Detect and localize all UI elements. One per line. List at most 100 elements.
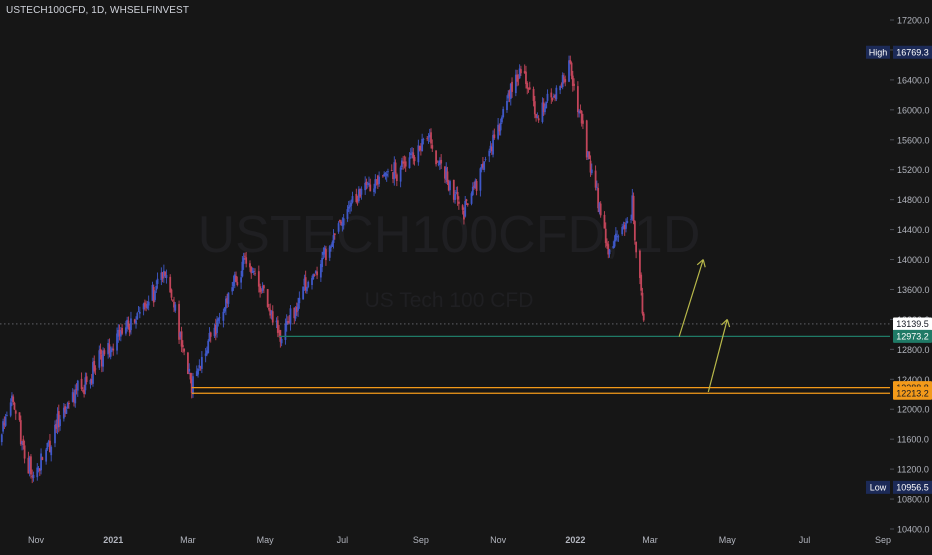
current-price-badge: 13139.5 xyxy=(893,317,932,331)
candle-body xyxy=(457,201,460,204)
candle xyxy=(179,331,182,340)
candle-body xyxy=(117,329,120,337)
candle xyxy=(94,365,97,375)
arrow-head xyxy=(696,259,704,266)
candle xyxy=(613,235,616,248)
candle xyxy=(92,357,94,387)
candle xyxy=(268,303,270,312)
candle xyxy=(395,172,398,187)
candle xyxy=(501,115,503,124)
price-axis[interactable]: 17200.016800.016400.016000.015600.015200… xyxy=(890,16,930,535)
candle xyxy=(571,70,574,92)
candle-body xyxy=(242,257,245,265)
candle xyxy=(252,267,255,276)
candle xyxy=(452,179,455,203)
candle xyxy=(118,324,121,341)
candle-body xyxy=(28,457,31,472)
candle xyxy=(49,434,51,453)
price-badges: High16769.3Low10956.513139.512973.212288… xyxy=(866,45,932,494)
candle-body xyxy=(630,218,632,220)
x-tick-label: 2022 xyxy=(565,535,585,545)
candle-body xyxy=(235,275,237,282)
candle xyxy=(164,271,167,278)
candle-body xyxy=(19,420,22,445)
support-badge-box xyxy=(893,329,932,343)
candle xyxy=(408,152,411,169)
candle-body xyxy=(187,352,189,374)
candle xyxy=(564,75,567,87)
candle xyxy=(81,387,84,393)
candle xyxy=(369,178,372,192)
x-tick-label: May xyxy=(257,535,275,545)
candle-body xyxy=(333,233,336,236)
candle xyxy=(541,97,544,124)
candle-body xyxy=(108,344,111,354)
candle-body xyxy=(112,348,115,351)
candle xyxy=(463,207,465,225)
candle xyxy=(173,296,175,313)
candle xyxy=(225,295,227,316)
candle-body xyxy=(606,242,608,246)
candle xyxy=(387,168,389,178)
candle-body xyxy=(197,368,199,375)
candle-body xyxy=(14,410,17,414)
arrow-head xyxy=(702,259,706,268)
candle xyxy=(430,128,432,149)
candle xyxy=(356,195,359,206)
candle-body xyxy=(271,311,274,323)
candle-body xyxy=(395,174,398,182)
candle xyxy=(181,340,184,353)
low-badge-value: 10956.5 xyxy=(896,483,929,493)
candle-body xyxy=(506,101,508,111)
candle xyxy=(559,85,562,95)
candle xyxy=(639,249,641,285)
candle xyxy=(62,403,65,422)
candle xyxy=(554,94,556,102)
candle-body xyxy=(124,327,127,334)
y-tick-label: 11200.0 xyxy=(897,465,929,475)
candle xyxy=(507,90,510,103)
candle xyxy=(183,348,186,356)
candle xyxy=(364,176,367,195)
candle xyxy=(560,82,563,88)
candle-body xyxy=(46,442,49,450)
watermark-sub: US Tech 100 CFD xyxy=(365,289,534,312)
candle xyxy=(518,64,521,79)
candle-body xyxy=(74,389,77,404)
candle-body xyxy=(164,271,167,276)
candle-body xyxy=(240,277,243,283)
x-tick-label: Mar xyxy=(180,535,196,545)
candle-body xyxy=(455,192,458,194)
candle xyxy=(532,86,535,107)
candle xyxy=(156,272,159,289)
candle-body xyxy=(216,320,218,333)
candle-body xyxy=(260,290,263,292)
candle xyxy=(197,368,199,378)
candle-body xyxy=(378,176,381,184)
time-axis[interactable]: Nov 2021 Mar May Jul Sep Nov 2022 Mar May Jul Sep xyxy=(28,535,891,545)
candle xyxy=(100,350,103,373)
candle xyxy=(331,240,334,247)
candle xyxy=(516,69,519,87)
candle xyxy=(117,324,120,343)
candle xyxy=(376,174,379,189)
candle xyxy=(189,372,192,384)
y-tick-label: 11600.0 xyxy=(897,435,929,445)
candle xyxy=(608,248,611,258)
candle xyxy=(606,238,608,249)
candle xyxy=(520,65,522,77)
candle-body xyxy=(311,278,313,285)
candle-body xyxy=(174,304,177,311)
candle-body xyxy=(461,205,464,210)
candle xyxy=(80,372,83,391)
candle-body xyxy=(576,86,579,113)
candle-body xyxy=(249,263,251,268)
candle-body xyxy=(276,320,279,333)
candle-body xyxy=(498,125,501,132)
candle xyxy=(13,401,16,411)
candle-body xyxy=(563,77,565,79)
x-tick-label: Jul xyxy=(799,535,811,545)
candle xyxy=(612,241,615,249)
